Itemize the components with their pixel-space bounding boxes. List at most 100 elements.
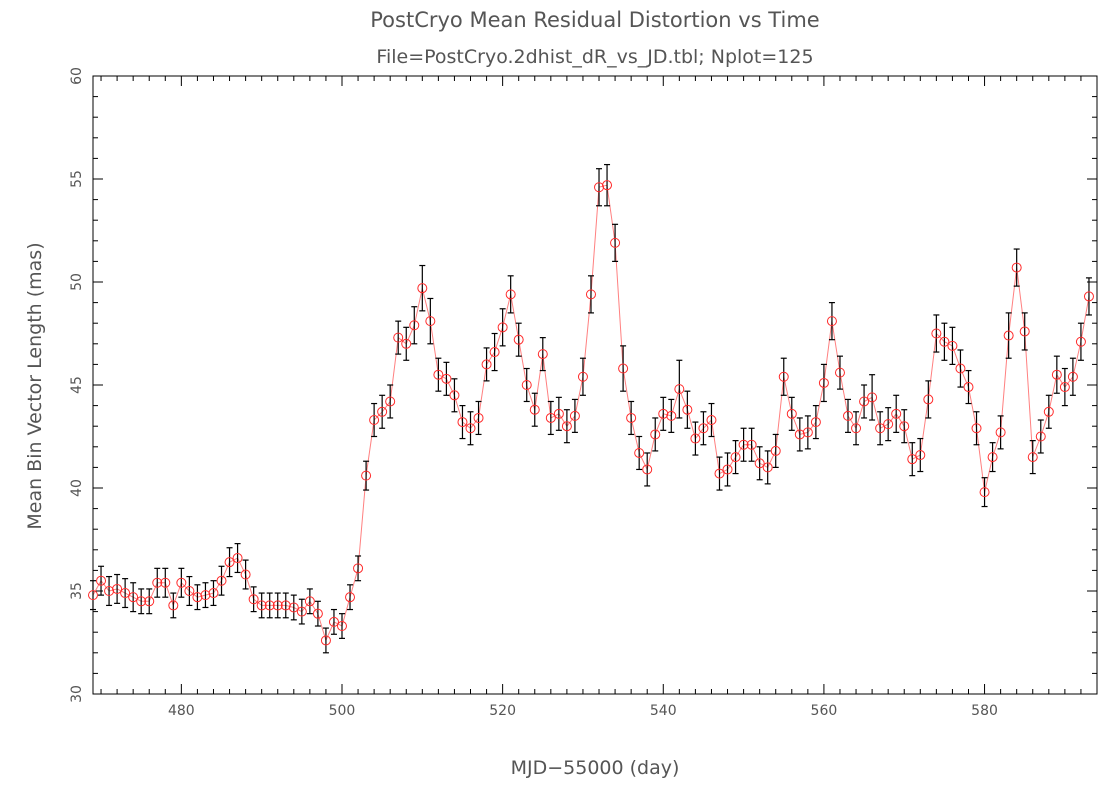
data-point — [602, 180, 613, 191]
error-bar — [1069, 357, 1076, 396]
data-point — [224, 557, 235, 568]
data-point — [626, 412, 637, 423]
data-point — [907, 454, 918, 465]
data-point — [770, 445, 781, 456]
data-point — [312, 608, 323, 619]
error-bar — [1077, 322, 1084, 361]
error-bar — [620, 345, 627, 392]
data-point — [473, 412, 484, 423]
error-bar — [122, 578, 129, 609]
error-bar — [210, 580, 217, 607]
error-bar — [547, 400, 554, 436]
error-bar — [1029, 440, 1036, 475]
error-bar — [853, 411, 860, 446]
error-bar — [170, 592, 177, 619]
error-bar — [274, 592, 281, 619]
error-bar — [788, 396, 795, 431]
error-bar — [579, 357, 586, 396]
error-bar — [242, 559, 249, 590]
data-point — [987, 452, 998, 463]
chart-title: PostCryo Mean Residual Distortion vs Tim… — [370, 8, 819, 32]
data-point — [88, 590, 98, 601]
error-bar — [114, 573, 121, 604]
error-bar — [555, 396, 562, 431]
error-bar — [427, 297, 434, 345]
x-tick-label: 540 — [650, 703, 677, 719]
data-point — [963, 382, 974, 393]
error-bar — [812, 405, 819, 440]
error-bar — [419, 264, 426, 312]
data-point — [642, 464, 653, 475]
y-tick-label: 30 — [69, 685, 85, 703]
data-point — [618, 363, 629, 374]
error-bar — [692, 421, 699, 456]
data-point — [971, 423, 982, 434]
error-bar — [636, 435, 643, 471]
data-point — [136, 596, 147, 607]
data-point — [465, 423, 476, 434]
data-point — [353, 563, 364, 574]
data-point — [545, 412, 556, 423]
data-point — [144, 596, 155, 607]
error-bar — [146, 588, 153, 615]
error-bar — [652, 417, 659, 452]
error-bar — [596, 168, 603, 207]
data-point — [248, 594, 259, 605]
error-bar — [997, 415, 1004, 450]
data-point — [690, 433, 701, 444]
data-point — [585, 289, 596, 300]
data-point — [794, 429, 805, 440]
error-bar — [965, 369, 972, 405]
chart-subtitle: File=PostCryo.2dhist_dR_vs_JD.tbl; Nplot… — [376, 46, 813, 68]
error-bar — [250, 586, 257, 613]
data-point — [1003, 330, 1014, 341]
data-point — [698, 423, 709, 434]
data-point — [513, 334, 524, 345]
data-point — [1035, 431, 1046, 442]
error-bar — [387, 384, 394, 419]
data-point — [521, 380, 532, 390]
data-point — [786, 408, 797, 419]
error-bar — [676, 359, 683, 419]
error-bar — [1021, 312, 1028, 351]
error-bar — [909, 442, 916, 477]
data-point — [192, 592, 203, 603]
data-point — [714, 468, 725, 479]
y-tick-label: 40 — [69, 479, 85, 497]
data-point — [1043, 406, 1054, 417]
data-point — [104, 586, 115, 596]
data-point — [280, 600, 291, 611]
data-point — [216, 575, 227, 586]
error-bar — [443, 361, 450, 396]
error-bar — [98, 565, 105, 596]
error-bar — [869, 374, 876, 421]
error-bar — [282, 592, 289, 619]
data-point — [875, 423, 886, 434]
data-point — [232, 553, 243, 564]
error-bar — [322, 627, 329, 654]
data-point — [722, 464, 733, 475]
error-bar — [306, 588, 313, 615]
error-bar — [1061, 367, 1068, 407]
error-bar — [989, 442, 996, 473]
error-bar — [234, 543, 241, 574]
error-bar — [612, 223, 619, 262]
error-bar — [379, 394, 386, 429]
data-point — [320, 635, 331, 646]
data-point — [328, 616, 339, 627]
error-bar — [748, 427, 755, 462]
error-bar — [162, 567, 169, 598]
data-point — [1051, 369, 1062, 380]
data-point — [168, 600, 179, 611]
data-point — [730, 452, 741, 463]
error-bar — [90, 580, 96, 611]
y-axis-label: Mean Bin Vector Length (mas) — [24, 242, 46, 529]
data-point — [915, 450, 926, 461]
data-point — [272, 600, 283, 611]
error-bar — [475, 400, 482, 436]
data-point — [899, 421, 910, 432]
data-point — [240, 569, 251, 580]
data-point — [979, 487, 990, 498]
x-tick-label: 520 — [489, 703, 516, 719]
